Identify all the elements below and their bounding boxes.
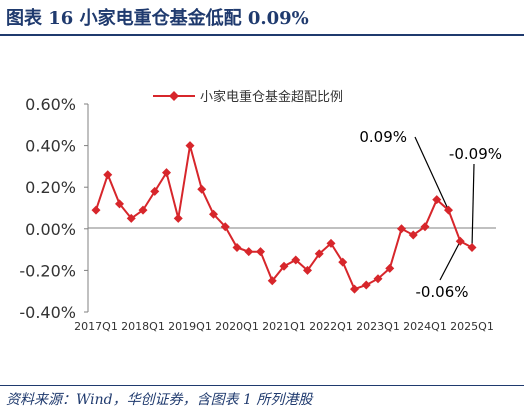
data-point [232, 243, 242, 253]
y-tick-label: 0.20% [25, 178, 76, 197]
data-point [197, 184, 207, 194]
data-point [373, 274, 383, 284]
y-tick-labels: 0.60% 0.40% 0.20% 0.00% -0.20% -0.40% [19, 95, 88, 322]
source-note: 资料来源：Wind，华创证券，含图表 1 所列港股 [6, 392, 313, 408]
data-point [91, 205, 101, 215]
annotation-label: -0.09% [449, 145, 502, 163]
data-point [432, 195, 442, 205]
data-point [267, 276, 277, 286]
data-point [256, 247, 265, 257]
data-point [408, 230, 418, 240]
data-point [115, 199, 124, 209]
y-tick-label: -0.40% [19, 303, 76, 322]
data-point [291, 255, 301, 265]
annotation-label: -0.06% [415, 283, 468, 301]
data-point [338, 257, 348, 267]
data-point [162, 168, 171, 178]
data-point [455, 236, 465, 246]
data-point [244, 247, 254, 257]
title-bar: 图表 16 小家电重仓基金低配 0.09% [0, 0, 524, 34]
line-chart: 0.60%0.40%0.20%0.00%-0.20%-0.40% 2017Q1 2… [19, 89, 502, 333]
annotation-leader-line [439, 241, 461, 281]
data-point [279, 261, 289, 271]
x-tick-label: 2022Q1 [309, 320, 353, 333]
data-point [420, 222, 430, 232]
data-point [314, 249, 324, 259]
data-point [326, 238, 336, 248]
top-divider [0, 34, 524, 36]
annotation-labels: 0.09% -0.09% -0.06% [359, 128, 502, 301]
annotation-label: 0.09% [359, 128, 407, 146]
data-point [138, 205, 148, 215]
data-point [350, 284, 359, 294]
annotation-leader-line [414, 136, 450, 211]
legend: 小家电重仓基金超配比例 [153, 89, 343, 105]
annotation-leaders [414, 136, 475, 281]
legend-marker-swatch [169, 91, 179, 101]
x-tick-label: 2024Q1 [403, 320, 447, 333]
data-point [467, 243, 477, 253]
data-point [150, 186, 160, 196]
x-tick-label: 2018Q1 [121, 320, 165, 333]
data-point [173, 213, 183, 223]
bottom-divider [0, 385, 524, 386]
x-tick-label: 2019Q1 [168, 320, 212, 333]
x-tick-label: 2025Q1 [450, 320, 494, 333]
x-tick-label: 2023Q1 [356, 320, 400, 333]
data-point [209, 209, 218, 219]
series-markers [91, 141, 477, 294]
data-point [385, 263, 395, 273]
x-tick-label: 2020Q1 [215, 320, 259, 333]
y-tick-label: 0.00% [25, 220, 76, 239]
x-tick-labels: 2017Q1 2018Q1 2019Q1 2020Q1 2021Q1 2022Q1 2023… [74, 320, 494, 333]
x-tick-label: 2017Q1 [74, 320, 118, 333]
data-point [361, 280, 371, 290]
legend-label: 小家电重仓基金超配比例 [200, 89, 343, 105]
data-point [126, 213, 136, 223]
y-tick-label: 0.60% [25, 95, 76, 114]
data-point [397, 224, 406, 234]
x-tick-label: 2021Q1 [262, 320, 306, 333]
chart-figure-title: 图表 16 小家电重仓基金低配 0.09% [6, 8, 309, 29]
data-point [103, 170, 113, 180]
data-point [303, 265, 312, 275]
data-point [444, 205, 453, 215]
y-tick-label: 0.40% [25, 137, 76, 156]
annotation-leader-line [471, 163, 475, 248]
y-tick-label: -0.20% [19, 261, 76, 280]
data-point [220, 222, 230, 232]
data-point [185, 141, 195, 151]
